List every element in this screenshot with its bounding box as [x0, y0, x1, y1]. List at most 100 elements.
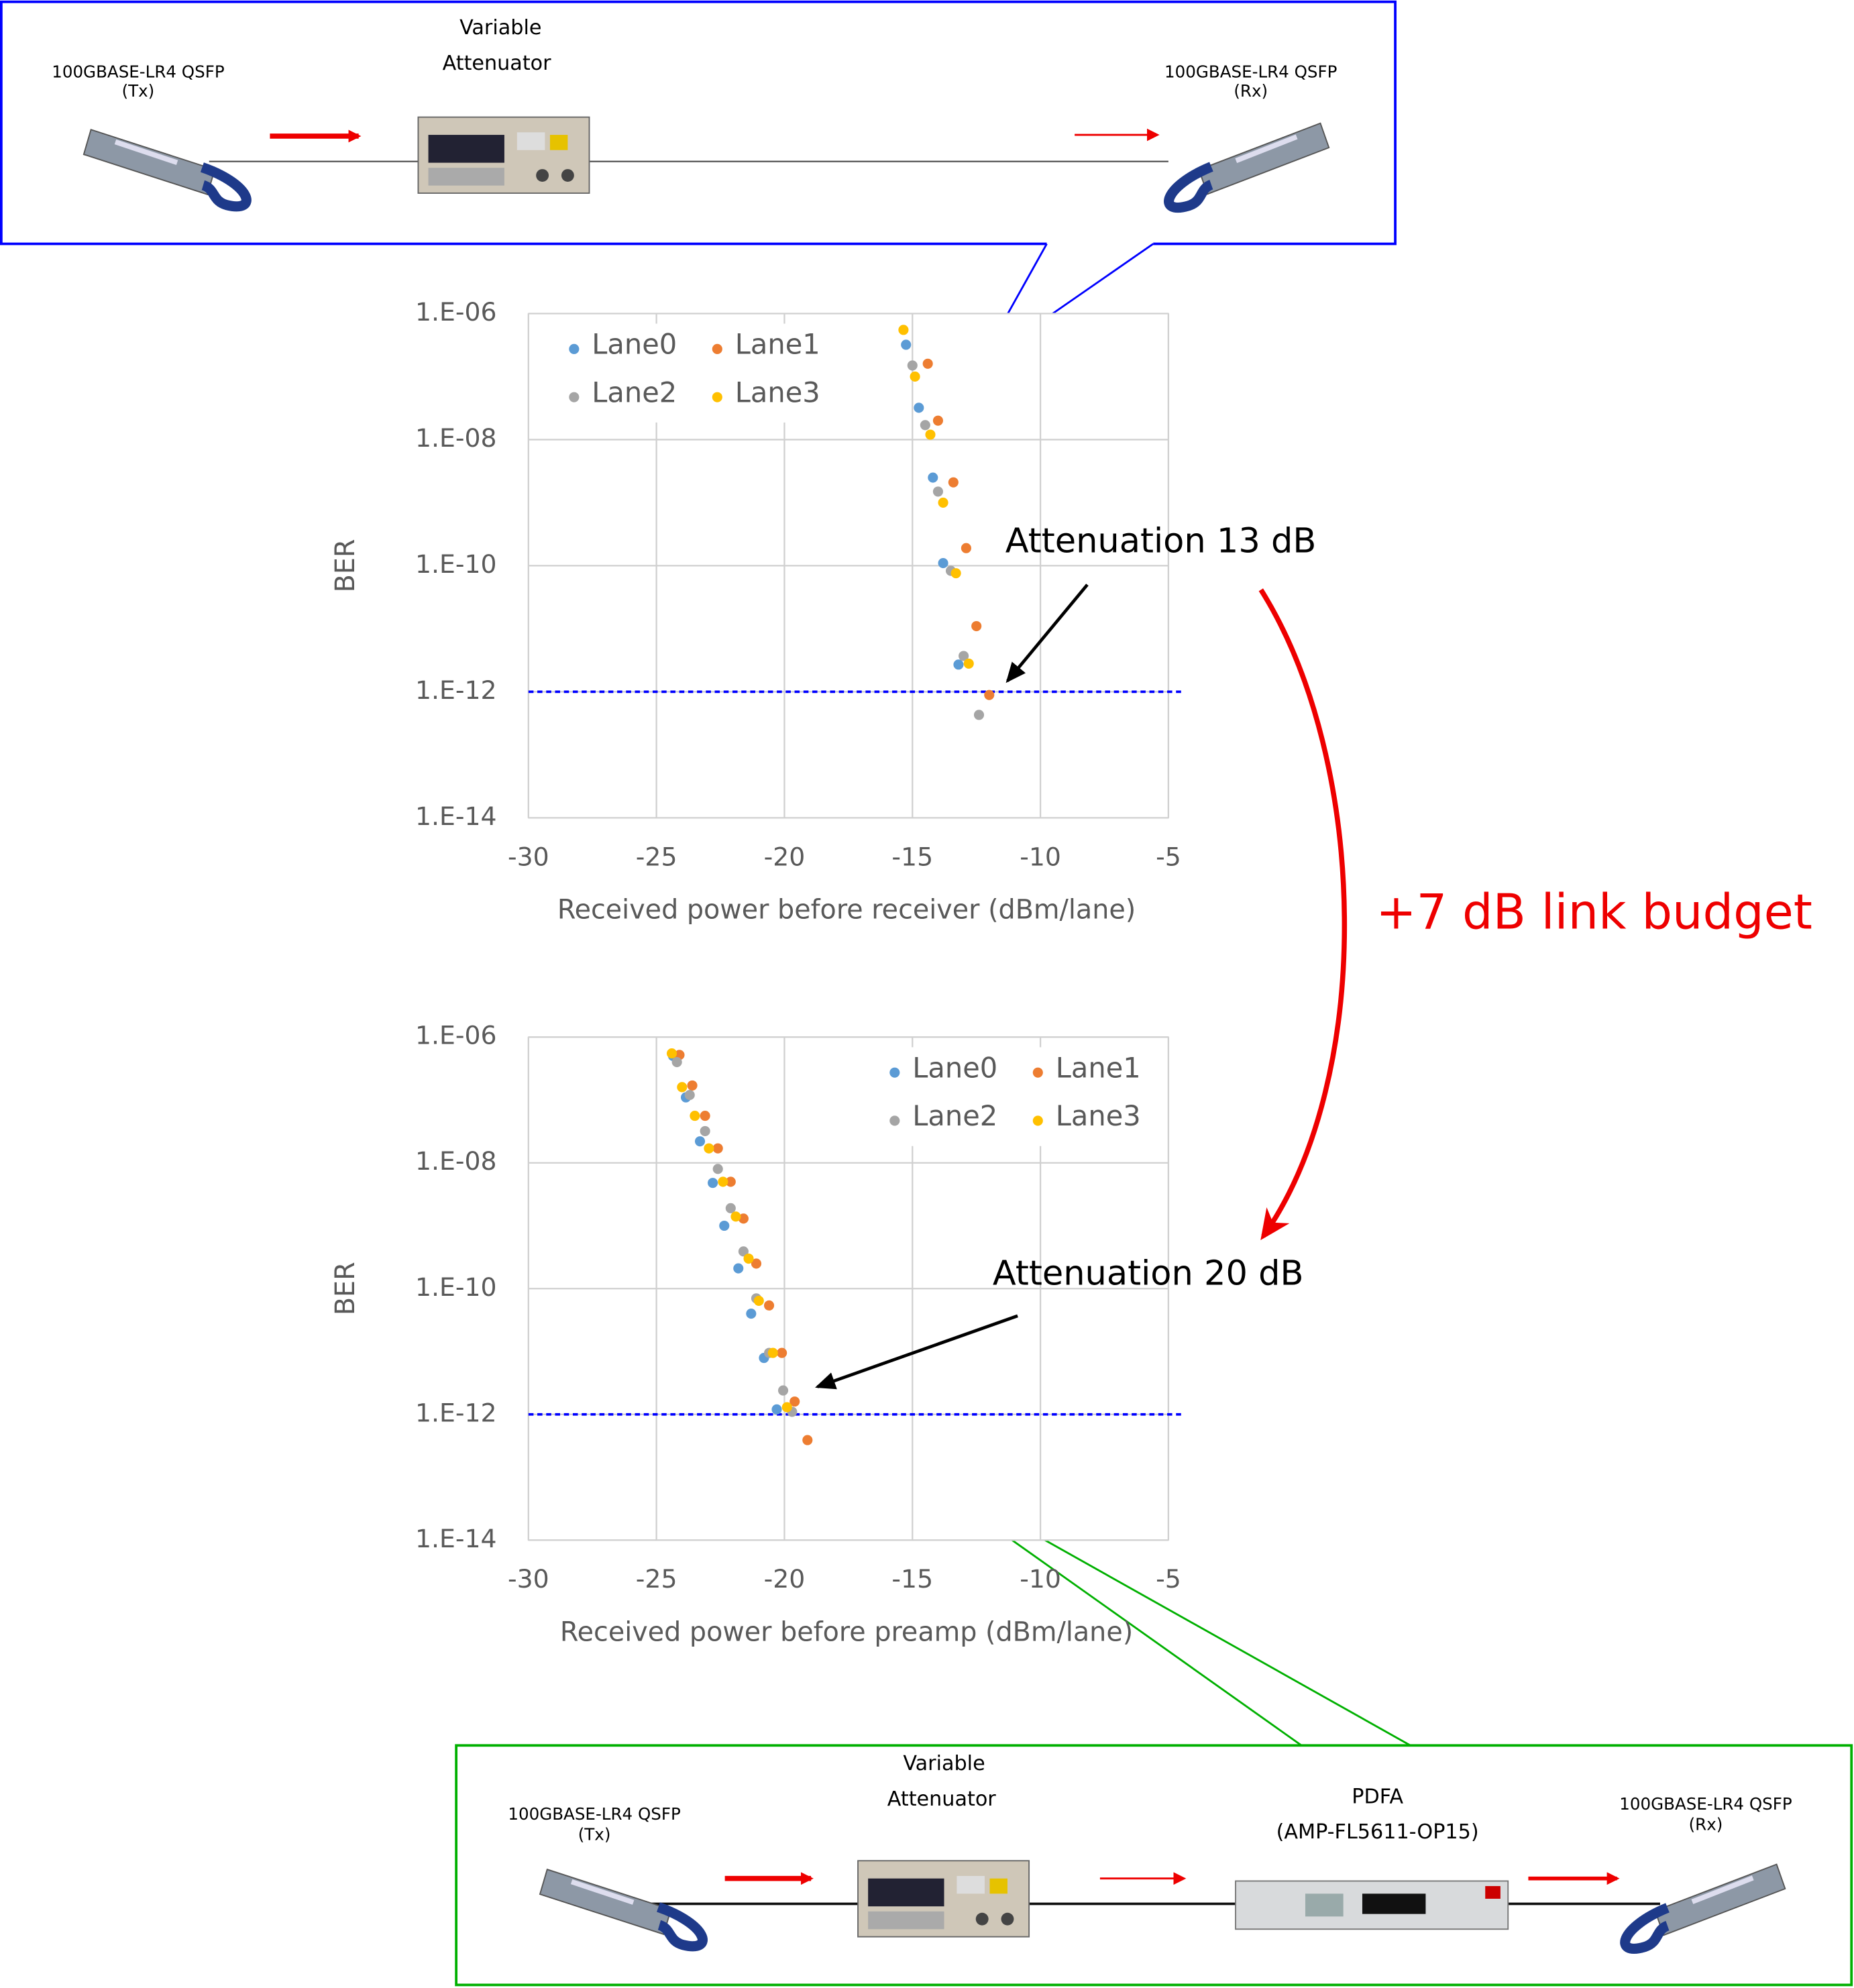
label: (Rx)	[1689, 1814, 1723, 1834]
point	[666, 1048, 677, 1059]
point	[938, 557, 948, 569]
point	[925, 429, 936, 440]
y-tick-label: 1.E-14	[415, 802, 497, 831]
x-tick-label: -30	[508, 842, 549, 871]
point	[743, 1253, 754, 1264]
point	[948, 477, 959, 488]
qsfp-tx	[537, 1869, 708, 1948]
annotation-arrow	[1005, 584, 1089, 683]
point	[712, 1143, 723, 1154]
point	[718, 1176, 728, 1187]
x-tick-label: -20	[764, 1564, 806, 1594]
point	[764, 1300, 775, 1311]
point	[920, 420, 930, 431]
legend-label: Lane2	[912, 1099, 997, 1132]
label: Attenuator	[443, 52, 552, 75]
budget-arrow	[1258, 588, 1348, 1241]
legend-label: Lane1	[1056, 1051, 1141, 1084]
x-tick-label: -10	[1020, 842, 1061, 871]
legend-swatch	[712, 392, 722, 402]
point	[901, 339, 912, 350]
y-tick-label: 1.E-10	[415, 1272, 497, 1302]
point	[932, 415, 943, 426]
y-axis-title: BER	[330, 1262, 361, 1315]
y-tick-label: 1.E-06	[415, 1021, 497, 1050]
annotation: Attenuation 13 dB	[1005, 521, 1317, 561]
point	[690, 1111, 700, 1121]
pdfa	[1235, 1880, 1509, 1930]
x-axis-title: Received power before preamp (dBm/lane)	[560, 1617, 1133, 1648]
label: (Tx)	[578, 1824, 611, 1844]
point	[961, 543, 971, 553]
legend-label: Lane3	[735, 376, 820, 408]
x-tick-label: -20	[764, 842, 806, 871]
point	[910, 371, 920, 382]
point	[914, 402, 924, 413]
point	[771, 1404, 782, 1415]
point	[789, 1396, 800, 1407]
point	[907, 360, 918, 371]
qsfp-rx	[1161, 123, 1334, 209]
point	[753, 1295, 764, 1306]
point	[963, 658, 974, 669]
label: Variable	[459, 16, 541, 40]
label: PDFA	[1352, 1785, 1403, 1808]
annotation: Attenuation 20 dB	[993, 1254, 1304, 1293]
point	[898, 325, 909, 335]
setup-box	[0, 0, 1397, 245]
point	[953, 659, 964, 670]
qsfp-tx	[80, 129, 252, 208]
setup-box	[455, 1744, 1853, 1987]
point	[938, 497, 948, 508]
y-tick-label: 1.E-10	[415, 549, 497, 579]
y-tick-label: 1.E-08	[415, 1146, 497, 1176]
label: (Rx)	[1234, 81, 1268, 101]
point	[738, 1213, 749, 1224]
legend-swatch	[712, 343, 722, 354]
point	[746, 1309, 757, 1319]
point	[922, 358, 933, 369]
point	[684, 1090, 695, 1101]
point	[971, 620, 982, 632]
point	[928, 472, 938, 483]
point	[694, 1136, 706, 1147]
point	[781, 1402, 792, 1413]
legend-swatch	[569, 392, 580, 402]
x-tick-label: -5	[1156, 1564, 1181, 1594]
x-tick-label: -5	[1156, 842, 1181, 871]
x-axis-title: Received power before receiver (dBm/lane…	[557, 895, 1136, 926]
legend-label: Lane0	[592, 328, 677, 361]
y-tick-label: 1.E-12	[415, 675, 497, 705]
x-tick-label: -25	[636, 842, 677, 871]
x-tick-label: -25	[636, 1564, 677, 1594]
legend-box	[868, 1047, 1147, 1146]
qsfp-rx	[1617, 1864, 1790, 1950]
legend-label: Lane3	[1056, 1099, 1141, 1132]
label: (Tx)	[122, 81, 155, 101]
y-tick-label: 1.E-06	[415, 297, 497, 327]
point	[932, 486, 943, 497]
x-tick-label: -15	[891, 1564, 933, 1594]
legend-swatch	[889, 1115, 900, 1126]
legend-label: Lane2	[592, 376, 677, 408]
label: Variable	[903, 1752, 985, 1775]
point	[712, 1164, 723, 1174]
point	[767, 1347, 778, 1358]
legend-swatch	[1032, 1115, 1043, 1126]
point	[730, 1211, 741, 1222]
point	[725, 1203, 736, 1213]
x-tick-label: -10	[1020, 1564, 1061, 1594]
y-tick-label: 1.E-12	[415, 1398, 497, 1427]
point	[751, 1258, 762, 1269]
attenuator	[417, 116, 590, 194]
legend-swatch	[569, 343, 580, 354]
point	[704, 1143, 714, 1154]
point	[733, 1263, 744, 1274]
point	[687, 1080, 698, 1091]
y-tick-label: 1.E-08	[415, 423, 497, 453]
budget-label: +7 dB link budget	[1376, 883, 1812, 940]
point	[777, 1347, 787, 1358]
point	[777, 1385, 789, 1396]
attenuator	[857, 1860, 1030, 1938]
